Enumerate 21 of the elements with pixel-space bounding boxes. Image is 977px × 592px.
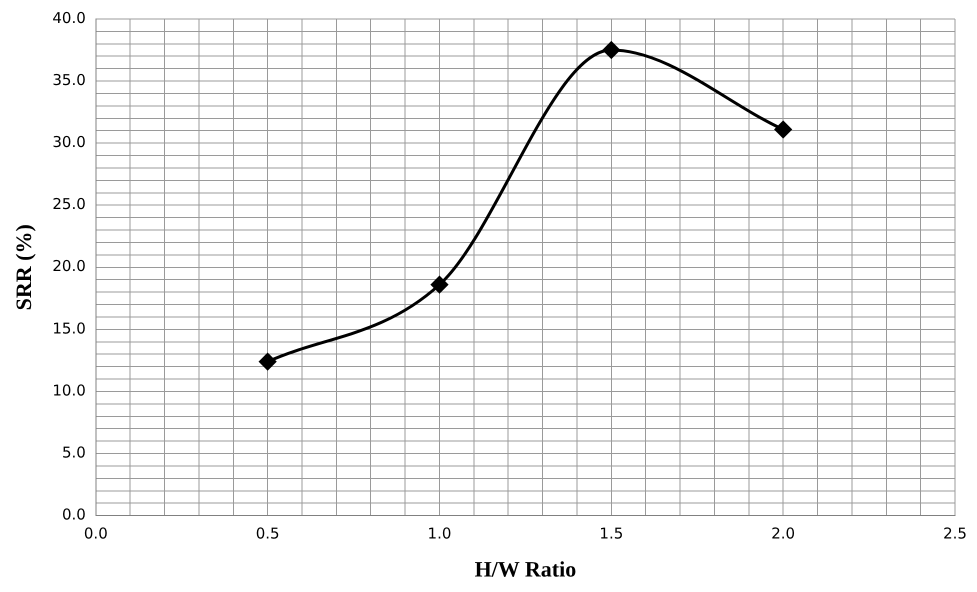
x-tick-label: 2.0 [771, 524, 796, 542]
y-tick-label: 20.0 [52, 257, 86, 276]
x-tick-label: 0.0 [84, 524, 108, 542]
y-axis-title: SRR (%) [10, 224, 36, 310]
x-tick-label: 2.5 [943, 524, 967, 542]
x-tick-label: 0.5 [256, 524, 280, 542]
x-tick-label: 1.0 [428, 524, 452, 542]
point [602, 42, 620, 59]
point [774, 120, 792, 138]
y-tick-label: 10.0 [52, 381, 86, 400]
y-tick-label: 0.0 [62, 505, 86, 524]
y-tick-label: 35.0 [52, 70, 86, 89]
point [430, 276, 448, 294]
point [259, 353, 276, 370]
y-tick-label: 25.0 [52, 195, 86, 214]
x-axis-title: H/W Ratio [474, 556, 576, 582]
x-tick-label: 1.5 [599, 524, 624, 542]
y-tick-label: 5.0 [62, 443, 86, 462]
y-tick-label: 40.0 [52, 8, 86, 27]
y-tick-label: 30.0 [52, 133, 86, 152]
y-tick-label: 15.0 [52, 319, 86, 338]
